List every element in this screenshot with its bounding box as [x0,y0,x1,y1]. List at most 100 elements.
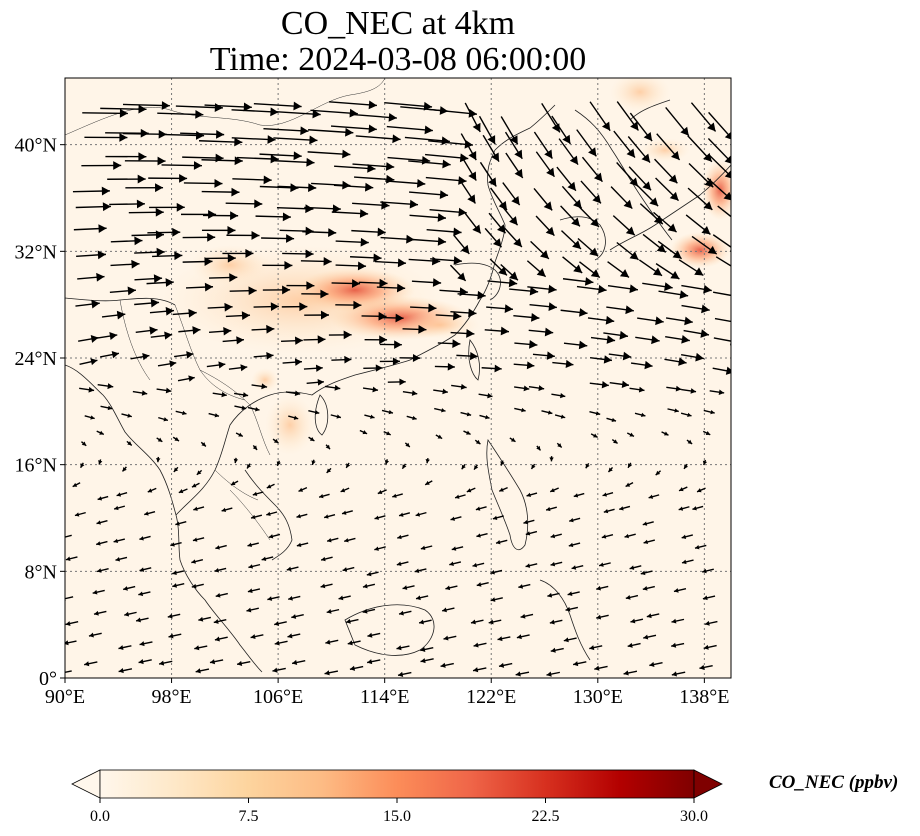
wind-arrow [379,340,402,349]
wind-arrow [76,250,106,260]
wind-arrow [530,463,536,470]
wind-arrow [434,362,455,371]
wind-arrow [121,466,127,472]
wind-arrow [124,611,137,617]
wind-arrow [213,619,227,624]
wind-arrow [310,108,358,118]
wind-arrow [401,463,407,470]
wind-arrow [490,569,503,575]
wind-arrow [514,407,526,413]
wind-arrow [324,670,339,676]
wind-arrow [385,179,426,188]
wind-arrow [379,357,400,366]
wind-arrow [248,563,261,569]
wind-arrow [450,329,475,338]
wind-arrow [623,670,638,676]
wind-arrow [409,190,449,200]
y-tick-label: 16°N [15,455,57,477]
wind-arrow [613,130,636,159]
wind-arrow [556,442,563,448]
wind-arrow [201,225,236,235]
wind-arrow [172,308,197,318]
wind-arrow [560,308,588,317]
wind-arrow [625,482,634,488]
wind-arrow [642,282,673,291]
wind-arrow [377,489,387,495]
wind-arrow [158,660,173,666]
wind-arrow [655,470,662,476]
wind-arrow [546,671,561,677]
wind-arrow [671,642,685,648]
wind-arrow [74,511,86,517]
wind-arrow [429,207,467,217]
wind-arrow [603,508,615,514]
wind-arrow [541,410,553,415]
wind-arrow [229,286,257,296]
wind-arrow [649,661,663,667]
wind-arrow [461,464,466,470]
wind-arrow [495,539,508,545]
wind-arrow [250,634,264,640]
x-tick-label: 130°E [573,686,623,708]
wind-arrow [415,511,427,517]
wind-arrow [429,108,478,118]
colorbar-label: CO_NEC (ppbv) [769,772,898,793]
wind-arrow [318,493,330,499]
wind-arrow [683,463,689,470]
wind-arrow [554,414,566,419]
wind-arrow [209,659,224,665]
wind-arrow [658,290,689,299]
wind-arrow [397,534,409,540]
wind-arrow [638,259,663,277]
x-axis: 90°E 98°E 106°E 114°E 122°E 130°E 138°E [45,678,729,708]
wind-arrow [529,302,557,312]
wind-arrow [281,302,308,312]
wind-arrow [573,492,585,498]
wind-arrow [610,186,633,210]
wind-arrow [578,206,600,228]
wind-arrow [576,284,607,294]
wind-arrow [472,562,485,568]
wind-arrow [311,459,316,466]
wind-arrow [93,610,107,616]
wind-arrow [479,414,490,420]
wind-arrow [266,483,275,489]
wind-vectors [65,100,731,677]
wind-arrow [178,326,201,335]
wind-arrow [172,570,185,576]
wind-arrow [109,199,145,209]
wind-arrow [352,162,395,171]
wind-arrow [634,412,646,418]
wind-arrow [657,240,683,260]
wind-arrow [175,521,187,526]
x-tick-label: 114°E [360,686,409,708]
wind-arrow [498,486,508,492]
wind-arrow [514,385,530,392]
wind-arrow [384,459,390,465]
wind-arrow [349,113,397,122]
wind-arrow [473,464,479,471]
wind-arrow [320,583,333,589]
wind-arrow [347,640,361,646]
colorbar-extend-min [71,769,101,799]
wind-arrow [98,459,103,465]
wind-arrow [498,662,513,668]
wind-arrow [78,334,99,343]
wind-arrow [272,667,286,673]
wind-arrow [366,571,379,577]
wind-arrow [355,134,401,144]
wind-arrow [630,618,644,624]
wind-arrow [646,613,660,619]
wind-arrow [486,304,514,313]
wind-arrow [196,469,203,476]
wind-arrow [479,161,497,187]
wind-arrow [123,585,136,591]
wind-arrow [692,505,704,511]
wind-arrow [616,162,639,187]
colorbar-tick-label: 0.0 [90,808,110,825]
wind-arrow [82,108,128,118]
wind-arrow [173,466,179,473]
wind-arrow [685,214,711,235]
wind-arrow [335,300,362,310]
wind-arrow [255,212,291,222]
